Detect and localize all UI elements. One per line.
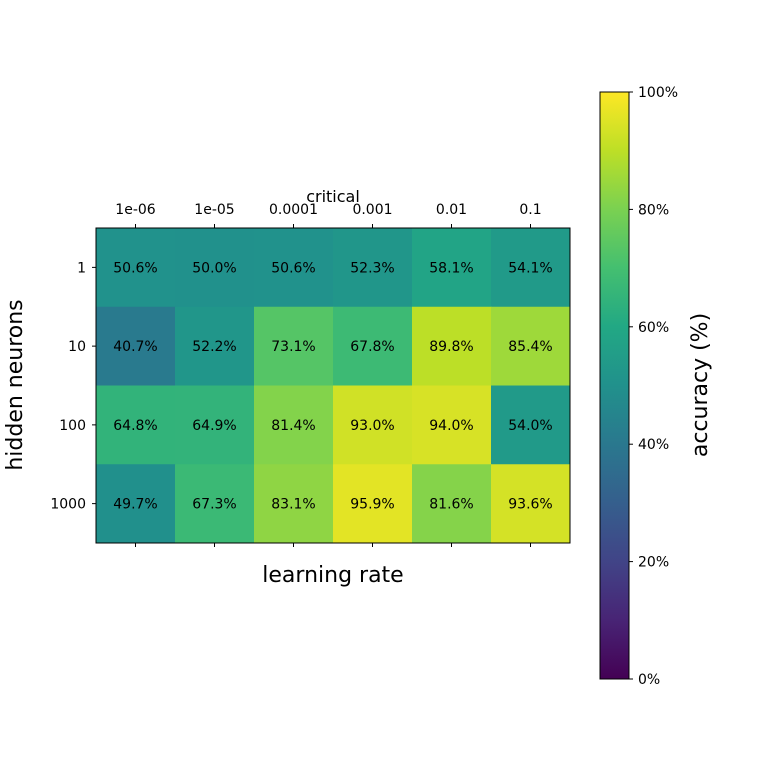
cell-value-label: 50.6%: [271, 260, 315, 276]
heatmap-cell: [96, 385, 176, 465]
cell-value-label: 54.0%: [508, 418, 552, 434]
heatmap-cell: [254, 385, 334, 465]
heatmap-cell: [175, 306, 255, 386]
cell-value-label: 50.6%: [113, 260, 157, 276]
x-tick-label: 1e-05: [194, 202, 234, 218]
heatmap-cell: [333, 228, 413, 308]
cell-value-label: 52.3%: [350, 260, 394, 276]
cell-value-label: 58.1%: [429, 260, 473, 276]
heatmap-cell: [96, 228, 176, 308]
heatmap-cell: [491, 464, 571, 544]
cell-value-label: 67.8%: [350, 339, 394, 355]
colorbar-ticks: 0% 20% 40% 60% 80% 100%: [629, 85, 678, 688]
x-tick-label: 0.01: [436, 202, 467, 218]
heatmap-cell: [254, 228, 334, 308]
x-tick-label: 0.1: [519, 202, 541, 218]
y-tick-label: 1000: [50, 497, 86, 513]
heatmap-cell: [491, 385, 571, 465]
cell-value-label: 49.7%: [113, 497, 157, 513]
heatmap-cell: [254, 306, 334, 386]
heatmap-cell: [333, 306, 413, 386]
cell-value-label: 67.3%: [192, 497, 236, 513]
heatmap-cell: [412, 228, 492, 308]
colorbar-tick-label: 0%: [638, 672, 660, 688]
cell-value-label: 85.4%: [508, 339, 552, 355]
heatmap-cell: [412, 306, 492, 386]
heatmap-cell: [333, 385, 413, 465]
y-tick-label: 10: [68, 339, 86, 355]
cell-value-label: 64.8%: [113, 418, 157, 434]
colorbar-tick-label: 60%: [638, 320, 669, 336]
cell-value-label: 95.9%: [350, 497, 394, 513]
colorbar-label: accuracy (%): [688, 313, 713, 457]
colorbar-tick-label: 80%: [638, 202, 669, 218]
cell-value-label: 64.9%: [192, 418, 236, 434]
colorbar-tick-label: 20%: [638, 555, 669, 571]
y-axis-ticks: 1 10 100 1000: [50, 260, 96, 513]
cell-value-label: 94.0%: [429, 418, 473, 434]
chart-title: critical: [306, 187, 360, 206]
cell-value-label: 83.1%: [271, 497, 315, 513]
heatmap-cell: [175, 464, 255, 544]
colorbar: [599, 91, 630, 680]
heatmap-cell-labels: 50.6% 50.0% 50.6% 52.3% 58.1% 54.1% 40.7% 52.2%…: [113, 260, 552, 512]
cell-value-label: 52.2%: [192, 339, 236, 355]
heatmap-cell: [96, 306, 176, 386]
heatmap-cell: [491, 306, 571, 386]
heatmap-cells: [96, 228, 571, 544]
y-axis-label: hidden neurons: [3, 299, 28, 470]
colorbar-tick-label: 100%: [638, 85, 678, 101]
heatmap-cell: [333, 464, 413, 544]
cell-value-label: 93.0%: [350, 418, 394, 434]
x-tick-label: 0.001: [352, 202, 392, 218]
cell-value-label: 54.1%: [508, 260, 552, 276]
heatmap-cell: [96, 464, 176, 544]
heatmap-cell: [254, 464, 334, 544]
plot-frame: [95, 227, 571, 544]
heatmap-cell: [491, 228, 571, 308]
cell-value-label: 73.1%: [271, 339, 315, 355]
cell-value-label: 93.6%: [508, 497, 552, 513]
x-axis-label: learning rate: [262, 563, 403, 588]
cell-value-label: 40.7%: [113, 339, 157, 355]
x-tick-label: 1e-06: [115, 202, 155, 218]
cell-value-label: 89.8%: [429, 339, 473, 355]
cell-value-label: 81.4%: [271, 418, 315, 434]
heatmap-cell: [175, 228, 255, 308]
cell-value-label: 50.0%: [192, 260, 236, 276]
heatmap-cell: [175, 385, 255, 465]
y-tick-label: 1: [77, 260, 86, 276]
cell-value-label: 81.6%: [429, 497, 473, 513]
y-tick-label: 100: [59, 418, 86, 434]
heatmap-cell: [412, 385, 492, 465]
colorbar-tick-label: 40%: [638, 437, 669, 453]
x-axis-ticks: 1e-06 1e-05 0.0001 0.001 0.01 0.1: [115, 202, 542, 547]
heatmap-cell: [412, 464, 492, 544]
x-tick-label: 0.0001: [269, 202, 318, 218]
